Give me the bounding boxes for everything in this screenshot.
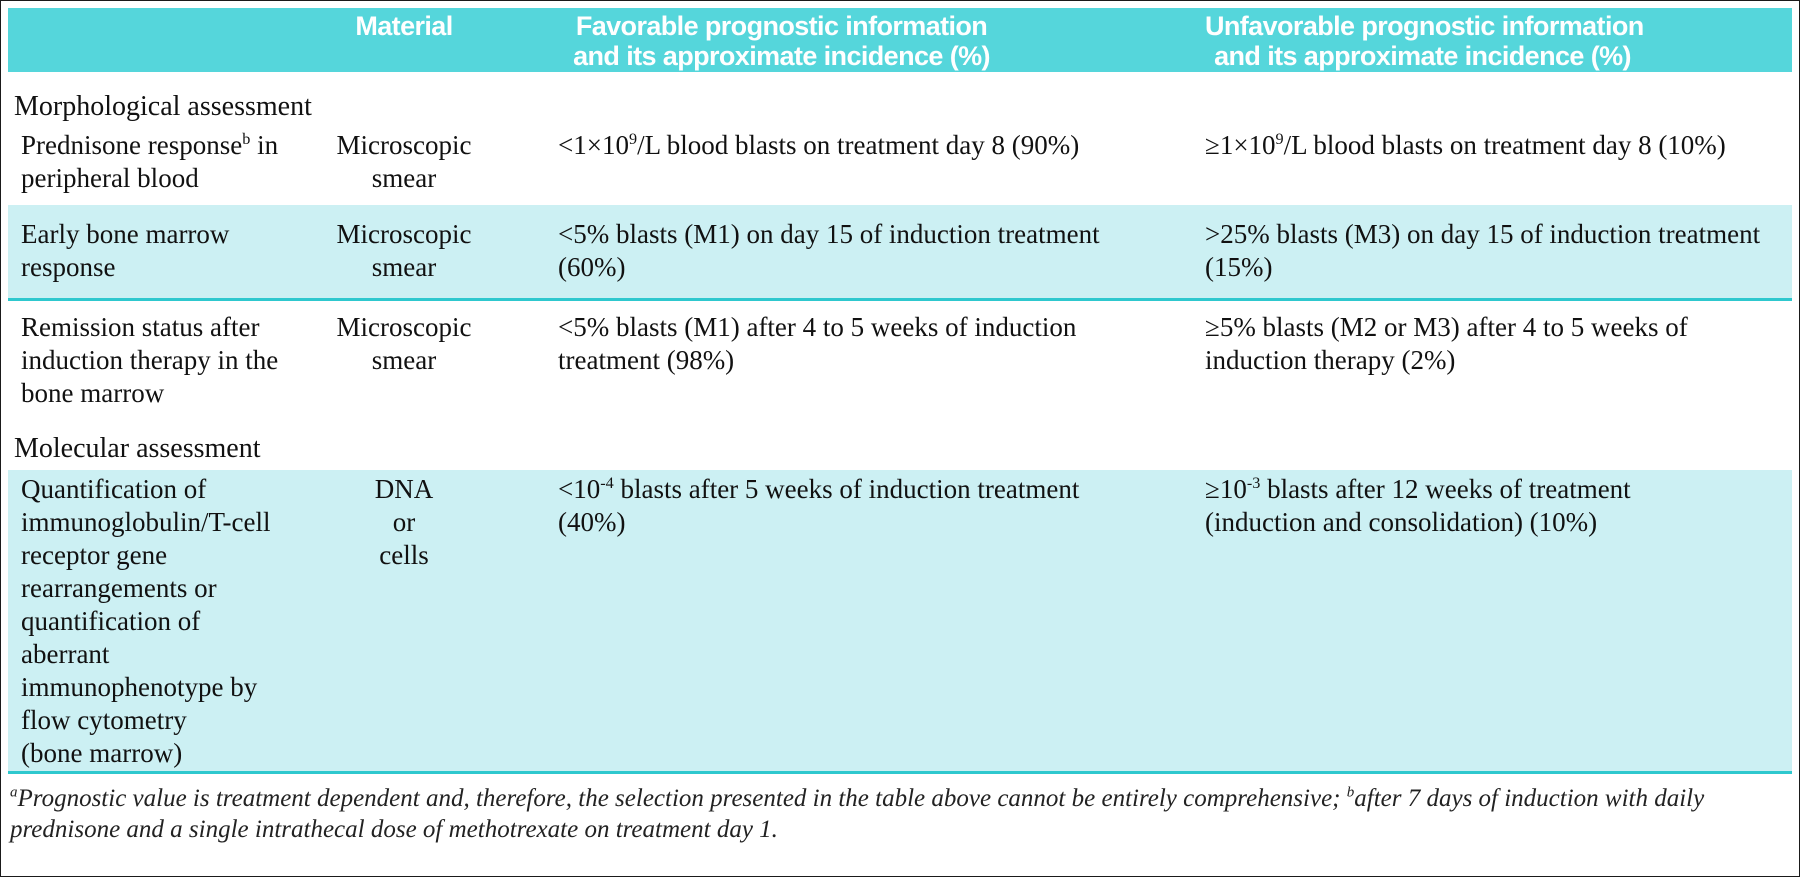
cell-favorable: <5% blasts (M1) on day 15 of induction t… [558, 219, 1100, 282]
header-parameter [8, 8, 300, 11]
table-header-row: Material Favorable prognostic informatio… [8, 8, 1792, 72]
cell-parameter: Early bone marrow response [21, 219, 230, 282]
section-morphological-assessment: Morphological assessment [14, 91, 312, 122]
header-material-label: Material [355, 11, 453, 41]
section-molecular-assessment: Molecular assessment [14, 433, 261, 464]
cell-material: Microscopic smear [336, 312, 472, 375]
cell-parameter: Remission status after induction therapy … [21, 312, 279, 408]
cell-parameter: Prednisone responseb in peripheral blood [21, 130, 279, 193]
table-footnote: aPrognostic value is treatment dependent… [10, 784, 1705, 843]
header-unfavorable: Unfavorable prognostic information and it… [1205, 11, 1644, 71]
cell-parameter: Quantification of immunoglobulin/T-cell re… [21, 474, 271, 768]
cell-favorable: <1×109/L blood blasts on treatment day 8… [558, 130, 1080, 160]
cell-unfavorable: >25% blasts (M3) on day 15 of induction … [1205, 219, 1761, 282]
cell-favorable: <5% blasts (M1) after 4 to 5 weeks of in… [558, 312, 1077, 375]
cell-unfavorable: ≥5% blasts (M2 or M3) after 4 to 5 weeks… [1205, 312, 1688, 375]
cell-unfavorable: ≥10-3 blasts after 12 weeks of treatment… [1205, 474, 1631, 537]
table-row-early-bone-marrow: Early bone marrow response Microscopic sme… [8, 205, 1792, 301]
header-material: Material [300, 8, 508, 41]
cell-material: Microscopic smear [336, 130, 472, 193]
table-row-mrd-quantification: Quantification of immunoglobulin/T-cell re… [8, 470, 1792, 774]
table-row-remission-status: Remission status after induction therapy … [8, 301, 1792, 416]
cell-favorable: <10-4 blasts after 5 weeks of induction … [558, 474, 1080, 537]
cell-material: Microscopic smear [336, 219, 472, 282]
cell-unfavorable: ≥1×109/L blood blasts on treatment day 8… [1205, 130, 1726, 160]
header-favorable: Favorable prognostic information and its … [573, 11, 990, 71]
table-row-prednisone-response: Prednisone responseb in peripheral blood … [8, 125, 1792, 205]
cell-material: DNA or cells [374, 474, 434, 570]
